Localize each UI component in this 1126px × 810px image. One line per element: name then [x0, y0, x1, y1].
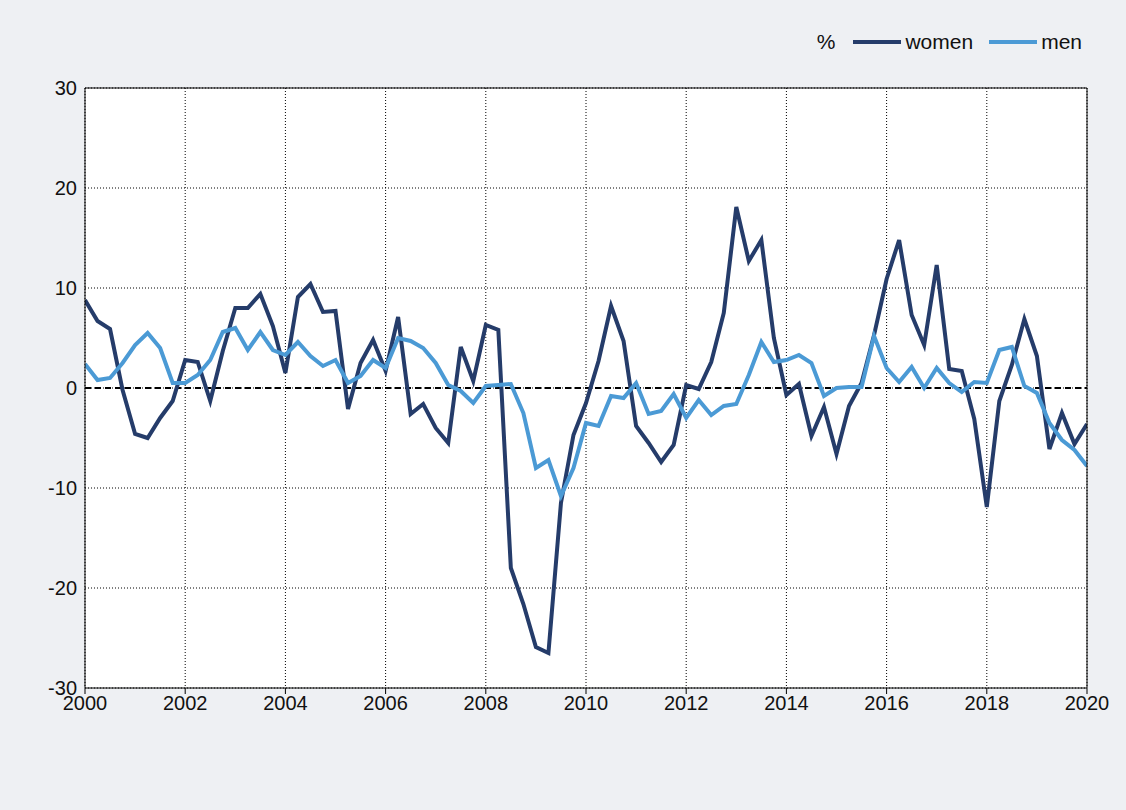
svg-text:20: 20 — [55, 177, 77, 199]
svg-text:2004: 2004 — [263, 692, 308, 714]
svg-text:-20: -20 — [48, 577, 77, 599]
svg-text:2002: 2002 — [163, 692, 208, 714]
html-text:men: men — [1041, 30, 1082, 53]
svg-text:30: 30 — [55, 77, 77, 99]
svg-text:2020: 2020 — [1065, 692, 1110, 714]
svg-text:-10: -10 — [48, 477, 77, 499]
svg-text:0: 0 — [66, 377, 77, 399]
html-text:women: women — [905, 30, 974, 53]
svg-text:2010: 2010 — [564, 692, 609, 714]
svg-text:2016: 2016 — [864, 692, 909, 714]
svg-text:2008: 2008 — [464, 692, 509, 714]
svg-text:2018: 2018 — [965, 692, 1010, 714]
svg-text:-30: -30 — [48, 677, 77, 699]
svg-text:2014: 2014 — [764, 692, 809, 714]
svg-text:2012: 2012 — [664, 692, 709, 714]
svg-text:2000: 2000 — [62, 692, 108, 715]
svg-text:10: 10 — [55, 277, 77, 299]
svg-text:2006: 2006 — [363, 692, 408, 714]
